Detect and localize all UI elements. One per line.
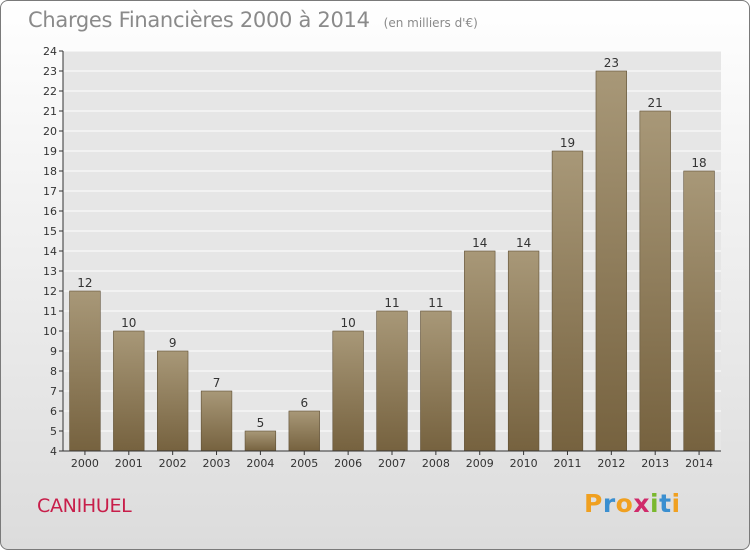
x-tick-label: 2012 bbox=[597, 457, 625, 470]
x-tick-label: 2009 bbox=[466, 457, 494, 470]
title-row: Charges Financières 2000 à 2014 (en milli… bbox=[28, 8, 478, 32]
y-tick-label: 21 bbox=[43, 105, 57, 118]
bar bbox=[69, 290, 101, 452]
y-tick-label: 23 bbox=[43, 65, 57, 78]
bar bbox=[507, 250, 540, 452]
y-tick-label: 7 bbox=[50, 385, 57, 398]
data-label: 5 bbox=[257, 416, 265, 430]
data-label: 23 bbox=[604, 56, 619, 70]
y-tick-label: 19 bbox=[43, 145, 57, 158]
logo-letter: t bbox=[659, 489, 672, 518]
y-tick-label: 18 bbox=[43, 165, 57, 178]
logo-letter: P bbox=[584, 489, 603, 518]
data-label: 18 bbox=[691, 156, 706, 170]
bar bbox=[376, 310, 408, 452]
x-tick-label: 2011 bbox=[553, 457, 581, 470]
bar bbox=[464, 250, 496, 452]
data-label: 12 bbox=[77, 276, 92, 290]
y-tick-label: 5 bbox=[50, 425, 57, 438]
bar bbox=[551, 150, 584, 452]
x-tick-label: 2003 bbox=[203, 457, 231, 470]
data-label: 9 bbox=[169, 336, 177, 350]
bar bbox=[420, 310, 452, 452]
chart-subtitle: (en milliers d'€) bbox=[383, 16, 478, 30]
x-tick-label: 2005 bbox=[290, 457, 318, 470]
y-tick-label: 24 bbox=[43, 45, 57, 58]
y-tick-label: 15 bbox=[43, 225, 57, 238]
x-tick-label: 2004 bbox=[246, 457, 274, 470]
data-label: 19 bbox=[560, 136, 575, 150]
proxiti-logo: Proxiti bbox=[584, 489, 681, 518]
y-tick-label: 8 bbox=[50, 365, 57, 378]
data-label: 14 bbox=[472, 236, 487, 250]
data-label: 11 bbox=[384, 296, 399, 310]
y-tick-label: 17 bbox=[43, 185, 57, 198]
bar bbox=[113, 330, 145, 452]
data-label: 10 bbox=[121, 316, 136, 330]
x-tick-label: 2006 bbox=[334, 457, 362, 470]
x-tick-label: 2010 bbox=[510, 457, 538, 470]
y-tick-label: 12 bbox=[43, 285, 57, 298]
data-label: 7 bbox=[213, 376, 221, 390]
y-tick-label: 9 bbox=[50, 345, 57, 358]
x-tick-label: 2007 bbox=[378, 457, 406, 470]
axes: 4 5 6 7 8 9 10 11 12 13 14 15 16 17 18 19 20 21 22 23 24 2000… bbox=[43, 45, 721, 470]
data-label: 14 bbox=[516, 236, 531, 250]
logo-letter: o bbox=[615, 489, 634, 518]
x-tick-label: 2013 bbox=[641, 457, 669, 470]
bar bbox=[639, 110, 671, 452]
logo-letter: r bbox=[602, 489, 616, 518]
bar bbox=[683, 170, 715, 452]
y-tick-label: 10 bbox=[43, 325, 57, 338]
y-tick-label: 11 bbox=[43, 305, 57, 318]
y-tick-label: 14 bbox=[43, 245, 57, 258]
commune-name: CANIHUEL bbox=[37, 495, 132, 517]
x-tick-label: 2008 bbox=[422, 457, 450, 470]
logo-letter: x bbox=[633, 489, 650, 518]
x-tick-label: 2014 bbox=[685, 457, 713, 470]
data-label: 10 bbox=[340, 316, 355, 330]
bar bbox=[288, 410, 320, 452]
bars: 12 10 9 7 5 6 10 11 11 14 14 19 23 21 18 bbox=[69, 56, 715, 452]
data-label: 6 bbox=[300, 396, 308, 410]
y-tick-label: 16 bbox=[43, 205, 57, 218]
bar bbox=[244, 430, 277, 452]
x-tick-label: 2001 bbox=[115, 457, 143, 470]
x-tick-label: 2000 bbox=[71, 457, 99, 470]
y-tick-label: 22 bbox=[43, 85, 57, 98]
chart-title: Charges Financières 2000 à 2014 bbox=[28, 8, 370, 32]
y-tick-label: 13 bbox=[43, 265, 57, 278]
logo-letter: i bbox=[671, 489, 681, 518]
bar bbox=[200, 390, 233, 452]
y-tick-label: 6 bbox=[50, 405, 57, 418]
y-tick-label: 20 bbox=[43, 125, 57, 138]
logo-letter: i bbox=[650, 489, 660, 518]
bar bbox=[595, 70, 627, 452]
data-label: 11 bbox=[428, 296, 443, 310]
bar bbox=[157, 350, 189, 452]
bar bbox=[332, 330, 364, 452]
x-tick-label: 2002 bbox=[159, 457, 187, 470]
data-label: 21 bbox=[648, 96, 663, 110]
y-tick-label: 4 bbox=[50, 445, 57, 458]
